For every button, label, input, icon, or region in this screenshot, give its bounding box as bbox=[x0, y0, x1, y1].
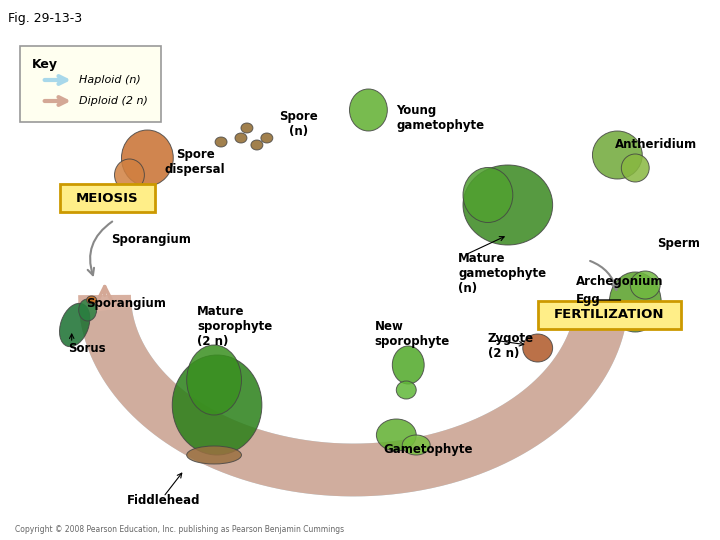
Text: Archegonium: Archegonium bbox=[575, 275, 663, 288]
Text: New
sporophyte: New sporophyte bbox=[374, 320, 450, 348]
Ellipse shape bbox=[593, 131, 642, 179]
FancyBboxPatch shape bbox=[20, 46, 161, 122]
Ellipse shape bbox=[377, 419, 416, 451]
Ellipse shape bbox=[172, 355, 262, 455]
Text: Haploid (n): Haploid (n) bbox=[78, 75, 140, 85]
Text: Antheridium: Antheridium bbox=[616, 138, 698, 152]
Ellipse shape bbox=[523, 334, 553, 362]
Text: Key: Key bbox=[32, 58, 58, 71]
Text: Mature
sporophyte
(2 n): Mature sporophyte (2 n) bbox=[197, 305, 272, 348]
FancyBboxPatch shape bbox=[60, 184, 156, 212]
Ellipse shape bbox=[60, 303, 90, 347]
Ellipse shape bbox=[215, 137, 227, 147]
Ellipse shape bbox=[241, 123, 253, 133]
Text: FERTILIZATION: FERTILIZATION bbox=[554, 308, 665, 321]
Text: Sporangium: Sporangium bbox=[86, 298, 166, 310]
Ellipse shape bbox=[396, 381, 416, 399]
Text: Fiddlehead: Fiddlehead bbox=[127, 494, 200, 507]
FancyBboxPatch shape bbox=[538, 301, 681, 329]
Ellipse shape bbox=[609, 272, 661, 332]
Text: Gametophyte: Gametophyte bbox=[384, 443, 473, 456]
Ellipse shape bbox=[392, 346, 424, 384]
Text: Fig. 29-13-3: Fig. 29-13-3 bbox=[8, 12, 82, 25]
Text: Mature
gametophyte
(n): Mature gametophyte (n) bbox=[458, 252, 546, 295]
Ellipse shape bbox=[86, 296, 96, 304]
Ellipse shape bbox=[463, 167, 513, 222]
Ellipse shape bbox=[261, 133, 273, 143]
Ellipse shape bbox=[349, 89, 387, 131]
Ellipse shape bbox=[630, 271, 660, 299]
Text: Sperm: Sperm bbox=[657, 238, 700, 251]
Ellipse shape bbox=[122, 130, 174, 186]
Ellipse shape bbox=[78, 299, 96, 321]
Ellipse shape bbox=[186, 345, 241, 415]
Text: Copyright © 2008 Pearson Education, Inc. publishing as Pearson Benjamin Cummings: Copyright © 2008 Pearson Education, Inc.… bbox=[15, 525, 344, 534]
Text: Sorus: Sorus bbox=[68, 341, 105, 354]
Ellipse shape bbox=[402, 435, 430, 455]
Text: MEIOSIS: MEIOSIS bbox=[76, 192, 139, 205]
Text: Young
gametophyte: Young gametophyte bbox=[396, 104, 485, 132]
Text: Zygote
(2 n): Zygote (2 n) bbox=[488, 332, 534, 360]
Text: Egg: Egg bbox=[575, 294, 600, 307]
Ellipse shape bbox=[251, 140, 263, 150]
Text: Spore
(n): Spore (n) bbox=[279, 110, 318, 138]
Text: Spore
dispersal: Spore dispersal bbox=[165, 148, 225, 176]
Ellipse shape bbox=[186, 446, 241, 464]
Ellipse shape bbox=[463, 165, 553, 245]
Ellipse shape bbox=[114, 159, 145, 191]
Ellipse shape bbox=[235, 133, 247, 143]
Text: Sporangium: Sporangium bbox=[112, 233, 192, 246]
Ellipse shape bbox=[621, 154, 649, 182]
Text: Diploid (2 n): Diploid (2 n) bbox=[78, 96, 148, 106]
